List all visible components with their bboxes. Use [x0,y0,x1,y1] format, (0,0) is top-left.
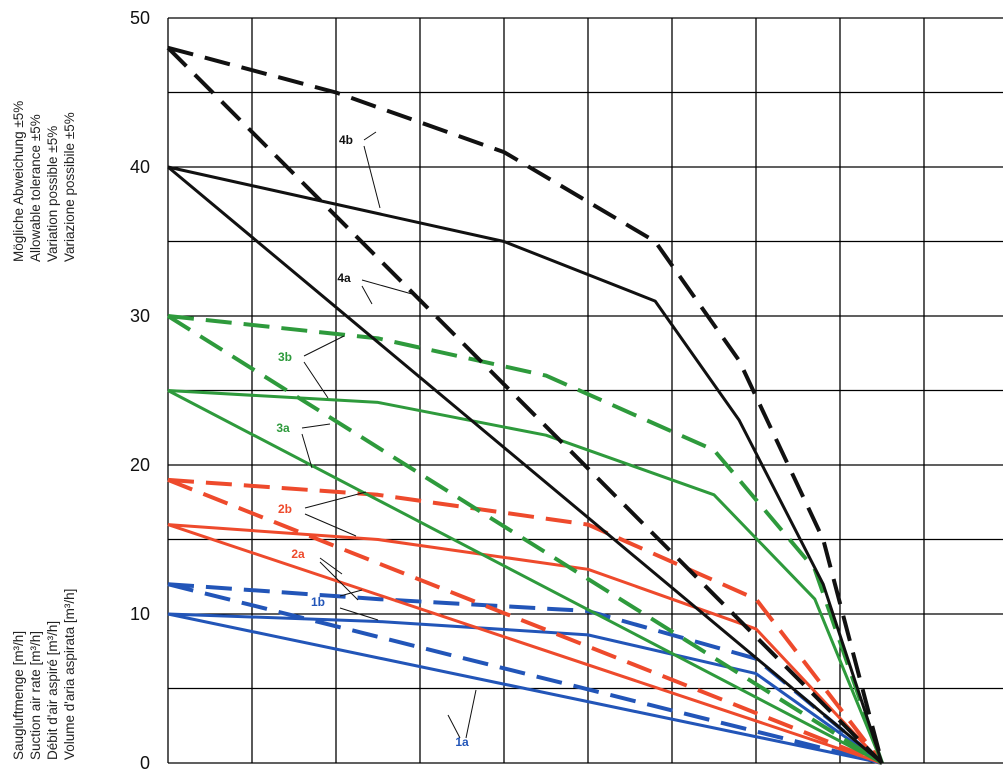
series-line-14 [166,46,884,765]
y-axis-title-line-1: Saugluftmenge [m³/h] [11,631,26,760]
annotation-leader [304,513,357,537]
grid [167,17,1003,764]
series-line-7 [167,523,884,765]
tolerance-note-line-4: Variazione possibile ±5% [62,112,77,262]
series-line-13 [167,45,884,764]
series-line-3 [167,612,883,765]
y-axis-title-line-3: Débit d'air aspiré [m³/h] [45,621,60,760]
curve-label-3a: 3a [276,421,290,435]
annotation-leader [361,279,413,295]
tolerance-note-line-3: Variation possible ±5% [45,126,60,262]
annotation-leader [301,423,331,429]
series-line-5 [167,477,884,765]
annotation-leaders [301,131,477,739]
curve-label-1b: 1b [311,595,325,609]
series-line-6 [167,478,883,765]
y-axis-title-line-4: Volume d'aria aspirata [m³/h] [62,589,77,760]
annotation-leader [363,145,381,209]
y-tick-label: 10 [130,604,150,624]
series-line-11 [167,389,884,764]
y-tick-labels: 0 10 20 30 40 50 [130,8,150,769]
series-line-12 [167,389,883,765]
tolerance-note-line-1: Mögliche Abweichung ±5% [11,101,26,262]
annotation-leader [304,491,367,509]
annotation-leader [447,714,461,739]
curve-label-3b: 3b [278,350,292,364]
annotation-leader [319,557,343,575]
annotation-leader [301,433,313,469]
annotation-leader [319,561,359,601]
series-line-2 [167,582,883,765]
curve-label-1a: 1a [455,735,469,749]
curve-label-2a: 2a [291,547,305,561]
y-tick-label: 30 [130,306,150,326]
series-line-16 [167,165,883,765]
y-tick-label: 40 [130,157,150,177]
annotation-leader [303,335,345,357]
y-tick-label: 20 [130,455,150,475]
y-tick-label: 0 [140,753,150,769]
series-line-4 [167,612,883,765]
curve-label-4b: 4b [339,133,353,147]
series-line-15 [167,165,884,764]
y-tick-label: 50 [130,8,150,28]
y-axis-title: Saugluftmenge [m³/h] Suction air rate [m… [11,589,77,760]
series-line-9 [167,314,884,764]
annotation-labels: 1a 1b 2a 2b 3a 3b 4a 4b [276,133,469,749]
annotation-leader [363,131,377,141]
tolerance-note-line-2: Allowable tolerance ±5% [28,114,43,262]
annotation-leader [361,285,373,305]
series-line-10 [166,314,884,765]
curve-label-2b: 2b [278,502,292,516]
annotation-leader [465,689,477,739]
annotation-leader [303,361,329,399]
series-line-8 [167,523,883,765]
series-group [166,45,884,765]
annotation-leader [339,607,379,621]
y-axis-title-line-2: Suction air rate [m³/h] [28,631,43,760]
curve-label-4a: 4a [337,271,351,285]
tolerance-note: Mögliche Abweichung ±5% Allowable tolera… [11,101,77,262]
